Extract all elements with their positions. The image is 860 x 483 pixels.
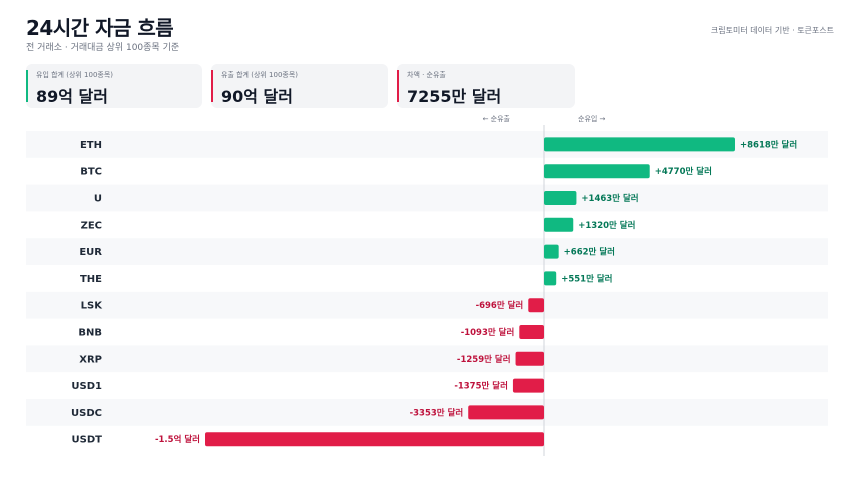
flow-bar [528, 298, 544, 313]
category-label: XRP [79, 354, 102, 365]
inflow-label: 유입 합계 (상위 100종목) [36, 71, 114, 79]
net-card: 차액 · 순유출 7255만 달러 [397, 64, 575, 108]
flow-bar [544, 164, 650, 179]
data-label: +8618만 달러 [740, 139, 797, 150]
outflow-label: 유출 합계 (상위 100종목) [221, 71, 299, 79]
row-background [26, 345, 828, 373]
net-accent-bar [397, 70, 399, 102]
flow-bar [519, 325, 544, 339]
flow-bar [544, 191, 577, 205]
inflow-accent-bar [26, 70, 28, 102]
flow-bar [512, 378, 544, 393]
source-note: 크립토미터 데이터 기반 · 토큰포스트 [710, 26, 834, 35]
category-label: ZEC [81, 220, 102, 231]
category-label: U [94, 194, 102, 205]
data-label: +662만 달러 [564, 247, 615, 258]
data-label: -1259만 달러 [457, 354, 511, 365]
net-value: 7255만 달러 [407, 87, 502, 106]
outflow-card: 유출 합계 (상위 100종목) 90억 달러 [211, 64, 388, 108]
category-label: LSK [81, 301, 104, 312]
category-label: BTC [80, 167, 102, 178]
inflow-direction-label: 순유입 → [578, 115, 606, 123]
flow-bar [515, 351, 544, 366]
data-label: -1375만 달러 [454, 381, 508, 392]
inflow-card: 유입 합계 (상위 100종목) 89억 달러 [26, 64, 202, 108]
page-title: 24시간 자금 흐름 [26, 16, 174, 40]
data-label: -1.5억 달러 [155, 434, 200, 445]
data-label: +551만 달러 [561, 273, 612, 284]
data-label: -3353만 달러 [410, 407, 464, 418]
net-label: 차액 · 순유출 [407, 71, 446, 79]
data-label: -1093만 달러 [461, 327, 515, 338]
flow-bar [544, 217, 574, 232]
row-background [26, 399, 828, 426]
flow-bar [544, 244, 559, 259]
category-label: BNB [78, 328, 102, 339]
category-label: USDC [71, 408, 102, 419]
flow-bar [468, 405, 544, 420]
inflow-value: 89억 달러 [36, 87, 108, 106]
row-background [26, 184, 828, 212]
data-label: +1320만 달러 [578, 220, 635, 231]
data-label: +1463만 달러 [581, 193, 638, 204]
flow-bar [544, 271, 557, 286]
outflow-accent-bar [211, 70, 213, 102]
flow-bar [205, 432, 544, 447]
outflow-value: 90억 달러 [221, 87, 293, 106]
row-background [26, 238, 828, 265]
outflow-direction-label: ← 순유출 [483, 114, 511, 123]
category-label: USDT [72, 435, 103, 446]
data-label: -696만 달러 [476, 300, 524, 311]
category-label: THE [80, 274, 102, 285]
category-label: EUR [79, 247, 102, 258]
page-subtitle: 전 거래소 · 거래대금 상위 100종목 기준 [26, 43, 180, 53]
flow-bar [544, 137, 735, 152]
category-label: USD1 [71, 381, 102, 392]
category-label: ETH [80, 140, 102, 151]
row-background [26, 291, 828, 319]
data-label: +4770만 달러 [655, 166, 712, 177]
